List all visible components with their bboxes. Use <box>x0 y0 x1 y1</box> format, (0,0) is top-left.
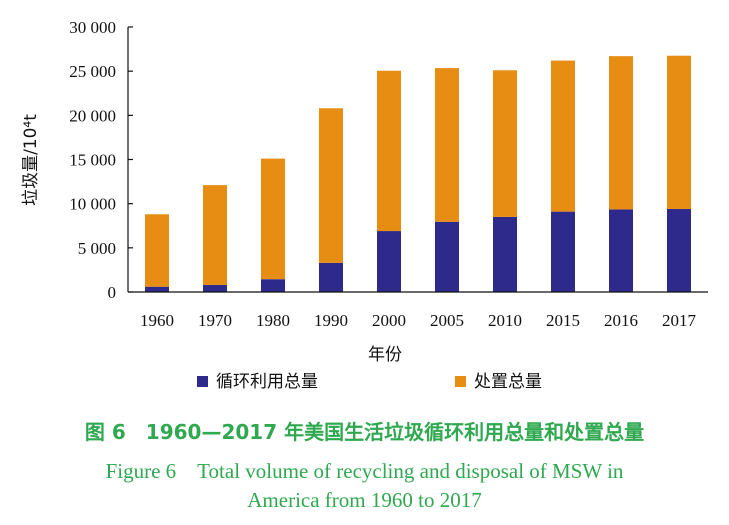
plot-area <box>145 55 691 292</box>
x-tick-label: 2005 <box>430 311 464 330</box>
figure-caption-english-line1: Figure 6 Total volume of recycling and d… <box>105 459 624 483</box>
y-axis-title: 垃圾量/10⁴t <box>21 114 41 206</box>
y-tick-label: 30 000 <box>69 18 116 37</box>
x-tick-label: 1960 <box>140 311 174 330</box>
x-tick-label: 2016 <box>604 311 638 330</box>
figure-caption-english-line2: America from 1960 to 2017 <box>247 488 482 512</box>
bar-disposal <box>493 70 517 217</box>
x-axis-title: 年份 <box>368 345 402 365</box>
bar-recycling <box>377 231 401 292</box>
legend-label-recycling: 循环利用总量 <box>216 372 318 392</box>
y-tick-label: 25 000 <box>69 62 116 81</box>
x-tick-label: 1990 <box>314 311 348 330</box>
legend-swatch-recycling <box>197 376 208 387</box>
bar-disposal <box>609 56 633 210</box>
bar-recycling <box>609 209 633 292</box>
x-tick-label: 2017 <box>662 311 697 330</box>
x-tick-label: 2000 <box>372 311 406 330</box>
bar-disposal <box>377 70 401 232</box>
figure-caption-chinese: 图 6 1960—2017 年美国生活垃圾循环利用总量和处置总量 <box>84 420 645 444</box>
chart: 0 5 000 10 000 15 000 20 000 25 000 30 000 196… <box>21 18 708 392</box>
bar-disposal <box>319 108 343 263</box>
bar-recycling <box>261 279 285 292</box>
y-tick-label: 15 000 <box>69 151 116 170</box>
bar-recycling <box>435 221 459 292</box>
legend-label-disposal: 处置总量 <box>474 372 542 392</box>
y-tick-label: 0 <box>108 283 117 302</box>
legend: 循环利用总量 处置总量 <box>197 372 542 392</box>
x-tick-label: 2010 <box>488 311 522 330</box>
bar-recycling <box>145 286 169 292</box>
x-tick-label: 2015 <box>546 311 580 330</box>
x-axis: 1960 1970 1980 1990 2000 2005 2010 2015 2016 2017 <box>140 311 697 330</box>
y-tick-label: 5 000 <box>78 239 116 258</box>
x-tick-label: 1980 <box>256 311 290 330</box>
x-tick-label: 1970 <box>198 311 232 330</box>
legend-swatch-disposal <box>455 376 466 387</box>
bar-disposal <box>261 158 285 280</box>
bar-disposal <box>551 60 575 212</box>
bar-recycling <box>319 262 343 292</box>
bar-recycling <box>493 216 517 292</box>
bar-recycling <box>551 211 575 292</box>
bar-recycling <box>203 284 227 292</box>
bar-disposal <box>667 55 691 209</box>
y-axis: 0 5 000 10 000 15 000 20 000 25 000 30 000 <box>69 18 133 302</box>
bar-disposal <box>145 214 169 287</box>
bar-disposal <box>203 185 227 285</box>
bar-recycling <box>667 208 691 292</box>
y-tick-label: 10 000 <box>69 195 116 214</box>
y-tick-label: 20 000 <box>69 106 116 125</box>
bar-disposal <box>435 68 459 222</box>
